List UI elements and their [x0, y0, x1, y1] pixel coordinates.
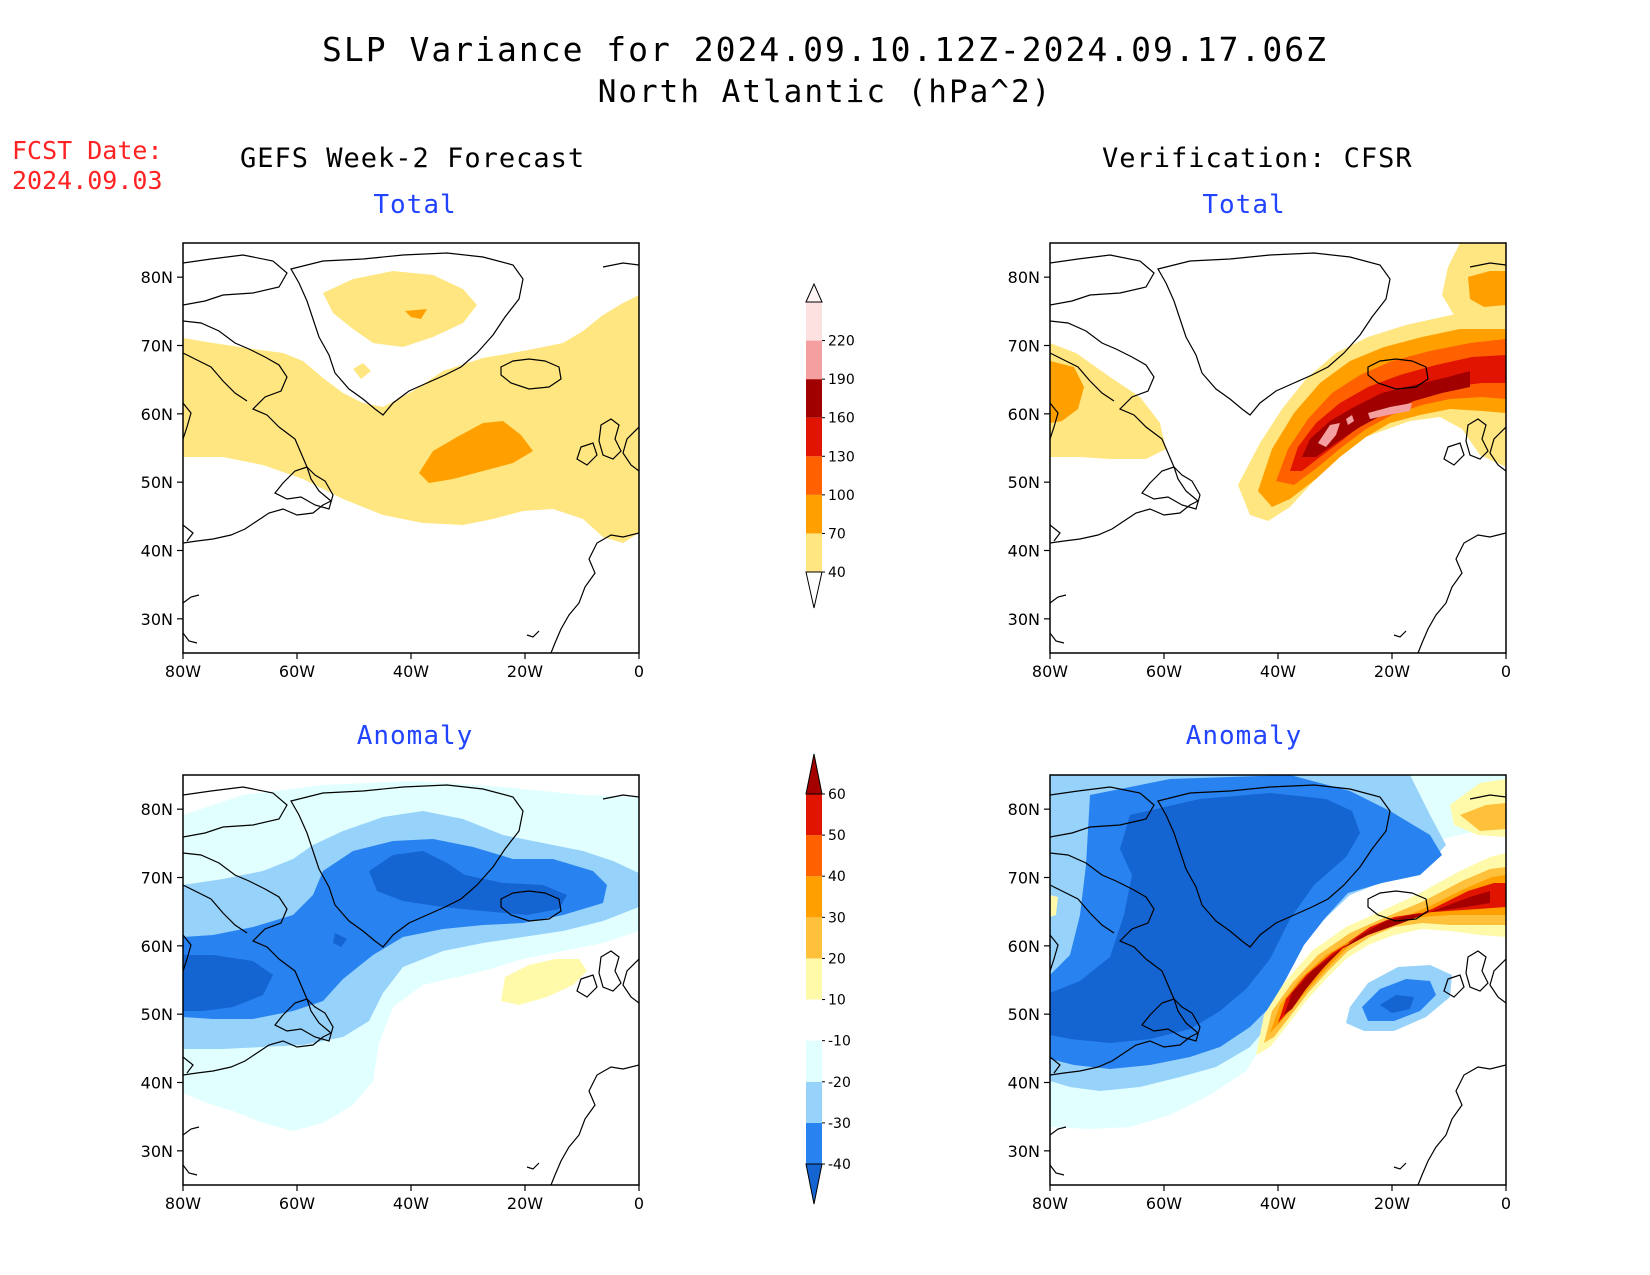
colorbar-label: 40 — [828, 565, 846, 581]
colorbar-swatch — [806, 1122, 822, 1164]
lon-tick-label: 0 — [1501, 662, 1511, 681]
colorbar-label: -40 — [828, 1157, 851, 1173]
lon-tick-label: 60W — [1146, 1194, 1182, 1213]
lon-tick-label: 80W — [1032, 662, 1068, 681]
colorbar-label: 50 — [828, 828, 846, 844]
colorbar-label: 190 — [828, 372, 855, 388]
lat-tick-label: 40N — [141, 1074, 173, 1093]
lat-tick-label: 50N — [1008, 1005, 1040, 1024]
gefs-total-title: Total — [373, 190, 457, 220]
lat-tick-label: 50N — [141, 1005, 173, 1024]
colorbar-swatch — [806, 917, 822, 959]
colorbar-label: 10 — [828, 993, 846, 1009]
cfsr-anomaly-map — [1049, 774, 1507, 1186]
lon-tick-label: 60W — [1146, 662, 1182, 681]
lat-tick-label: 50N — [141, 473, 173, 492]
lon-tick-label: 20W — [1374, 1194, 1410, 1213]
colorbar-label: 20 — [828, 951, 846, 967]
colorbar-swatch — [806, 302, 822, 341]
gefs-total-map — [182, 242, 640, 654]
lon-tick-label: 40W — [393, 662, 429, 681]
lon-tick-label: 0 — [1501, 1194, 1511, 1213]
colorbar-swatch — [806, 1081, 822, 1123]
lat-tick-label: 70N — [1008, 337, 1040, 356]
lat-tick-label: 70N — [1008, 869, 1040, 888]
lat-tick-label: 40N — [1008, 542, 1040, 561]
colorbar-label: 220 — [828, 334, 855, 350]
lat-tick-label: 60N — [1008, 405, 1040, 424]
colorbar-arrow-top — [805, 753, 823, 795]
colorbar-arrow-top — [805, 282, 823, 303]
lat-tick-label: 30N — [141, 610, 173, 629]
lon-tick-label: 0 — [634, 1194, 644, 1213]
left-column-title: GEFS Week-2 Forecast — [240, 143, 586, 174]
lat-tick-label: 80N — [1008, 800, 1040, 819]
colorbar-label: -30 — [828, 1116, 851, 1132]
lat-tick-label: 30N — [141, 1142, 173, 1161]
colorbar-label: 70 — [828, 526, 846, 542]
colorbar-swatch — [806, 456, 822, 495]
colorbar-label: 160 — [828, 411, 855, 427]
cfsr-total-map — [1049, 242, 1507, 654]
lat-tick-label: 30N — [1008, 610, 1040, 629]
lat-tick-label: 70N — [141, 337, 173, 356]
lat-tick-label: 40N — [1008, 1074, 1040, 1093]
colorbar-label: 100 — [828, 488, 855, 504]
colorbar-arrow-bottom — [805, 571, 823, 609]
lon-tick-label: 20W — [1374, 662, 1410, 681]
lat-tick-label: 80N — [141, 268, 173, 287]
colorbar-label: -20 — [828, 1075, 851, 1091]
lon-tick-label: 60W — [279, 1194, 315, 1213]
lon-tick-label: 40W — [393, 1194, 429, 1213]
gefs-anomaly-title: Anomaly — [356, 721, 474, 751]
colorbar-anomaly: -40 -30 -20 -10 10 20 30 40 50 60 — [805, 753, 851, 1205]
lon-tick-label: 40W — [1260, 1194, 1296, 1213]
lon-tick-label: 80W — [165, 662, 201, 681]
lon-tick-label: 80W — [165, 1194, 201, 1213]
figure-title: SLP Variance for 2024.09.10.12Z-2024.09.… — [322, 30, 1328, 69]
colorbar-swatch — [806, 999, 822, 1041]
gefs-anomaly-map — [182, 774, 640, 1186]
colorbar-label: -10 — [828, 1034, 851, 1050]
colorbar-swatch — [806, 340, 822, 380]
lat-tick-label: 60N — [141, 405, 173, 424]
colorbar-label: 30 — [828, 910, 846, 926]
right-column-title: Verification: CFSR — [1102, 143, 1413, 174]
fcst-date-label: FCST Date: — [12, 136, 163, 165]
lat-tick-label: 80N — [141, 800, 173, 819]
lon-tick-label: 60W — [279, 662, 315, 681]
colorbar-swatch — [806, 417, 822, 457]
lat-tick-label: 50N — [1008, 473, 1040, 492]
cfsr-total-title: Total — [1202, 190, 1286, 220]
colorbar-label: 60 — [828, 787, 846, 803]
colorbar-swatch — [806, 1040, 822, 1082]
colorbar-label: 40 — [828, 869, 846, 885]
cfsr-anomaly-title: Anomaly — [1185, 721, 1303, 751]
axes-layer: 80N 70N 60N 50N 40N 30N 80W 60W 40W 20W 0 80N 70N 60N… — [141, 268, 1511, 1213]
colorbar-arrow-bottom — [805, 1163, 823, 1205]
colorbar-total: 40 70 100 130 160 190 220 — [805, 282, 855, 609]
lon-tick-label: 0 — [634, 662, 644, 681]
lon-tick-label: 80W — [1032, 1194, 1068, 1213]
figure-subtitle: North Atlantic (hPa^2) — [597, 74, 1053, 110]
fcst-date-value: 2024.09.03 — [12, 166, 163, 195]
lat-tick-label: 70N — [141, 869, 173, 888]
lat-tick-label: 30N — [1008, 1142, 1040, 1161]
colorbar-swatch — [806, 876, 822, 918]
colorbar-swatch — [806, 958, 822, 1000]
lon-tick-label: 20W — [507, 662, 543, 681]
lat-tick-label: 80N — [1008, 268, 1040, 287]
lat-tick-label: 60N — [1008, 937, 1040, 956]
colorbar-swatch — [806, 835, 822, 877]
colorbar-swatch — [806, 379, 822, 418]
lon-tick-label: 40W — [1260, 662, 1296, 681]
colorbar-swatch — [806, 794, 822, 836]
colorbar-swatch — [806, 494, 822, 534]
lat-tick-label: 60N — [141, 937, 173, 956]
lat-tick-label: 40N — [141, 542, 173, 561]
lon-tick-label: 20W — [507, 1194, 543, 1213]
colorbar-swatch — [806, 533, 822, 572]
colorbar-label: 130 — [828, 449, 855, 465]
